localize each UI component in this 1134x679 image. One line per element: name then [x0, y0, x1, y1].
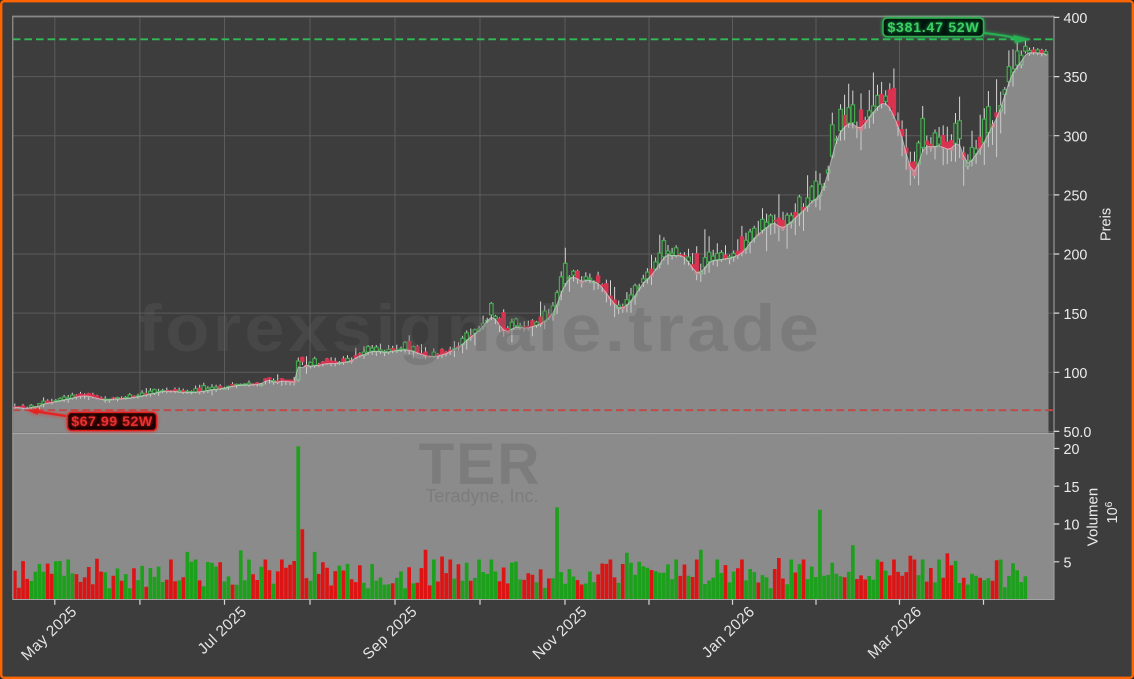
svg-text:50.0: 50.0 — [1064, 425, 1092, 441]
svg-text:10: 10 — [1064, 518, 1080, 534]
svg-text:15: 15 — [1064, 480, 1080, 496]
svg-text:400: 400 — [1064, 11, 1088, 27]
svg-text:forexsignale.trade: forexsignale.trade — [138, 291, 823, 365]
svg-text:150: 150 — [1064, 307, 1088, 323]
svg-text:100: 100 — [1064, 366, 1088, 382]
svg-text:Preis: Preis — [1099, 208, 1115, 241]
svg-text:250: 250 — [1064, 189, 1088, 205]
svg-text:TER: TER — [419, 432, 542, 497]
svg-text:20: 20 — [1064, 442, 1080, 458]
svg-text:$67.99 52W: $67.99 52W — [71, 414, 153, 430]
svg-text:$381.47 52W: $381.47 52W — [887, 19, 979, 35]
svg-text:Volumen: Volumen — [1085, 488, 1102, 546]
svg-text:200: 200 — [1064, 248, 1088, 264]
svg-text:350: 350 — [1064, 70, 1088, 86]
svg-text:Teradyne, Inc.: Teradyne, Inc. — [425, 486, 538, 506]
svg-text:5: 5 — [1064, 555, 1072, 571]
svg-text:300: 300 — [1064, 129, 1088, 145]
